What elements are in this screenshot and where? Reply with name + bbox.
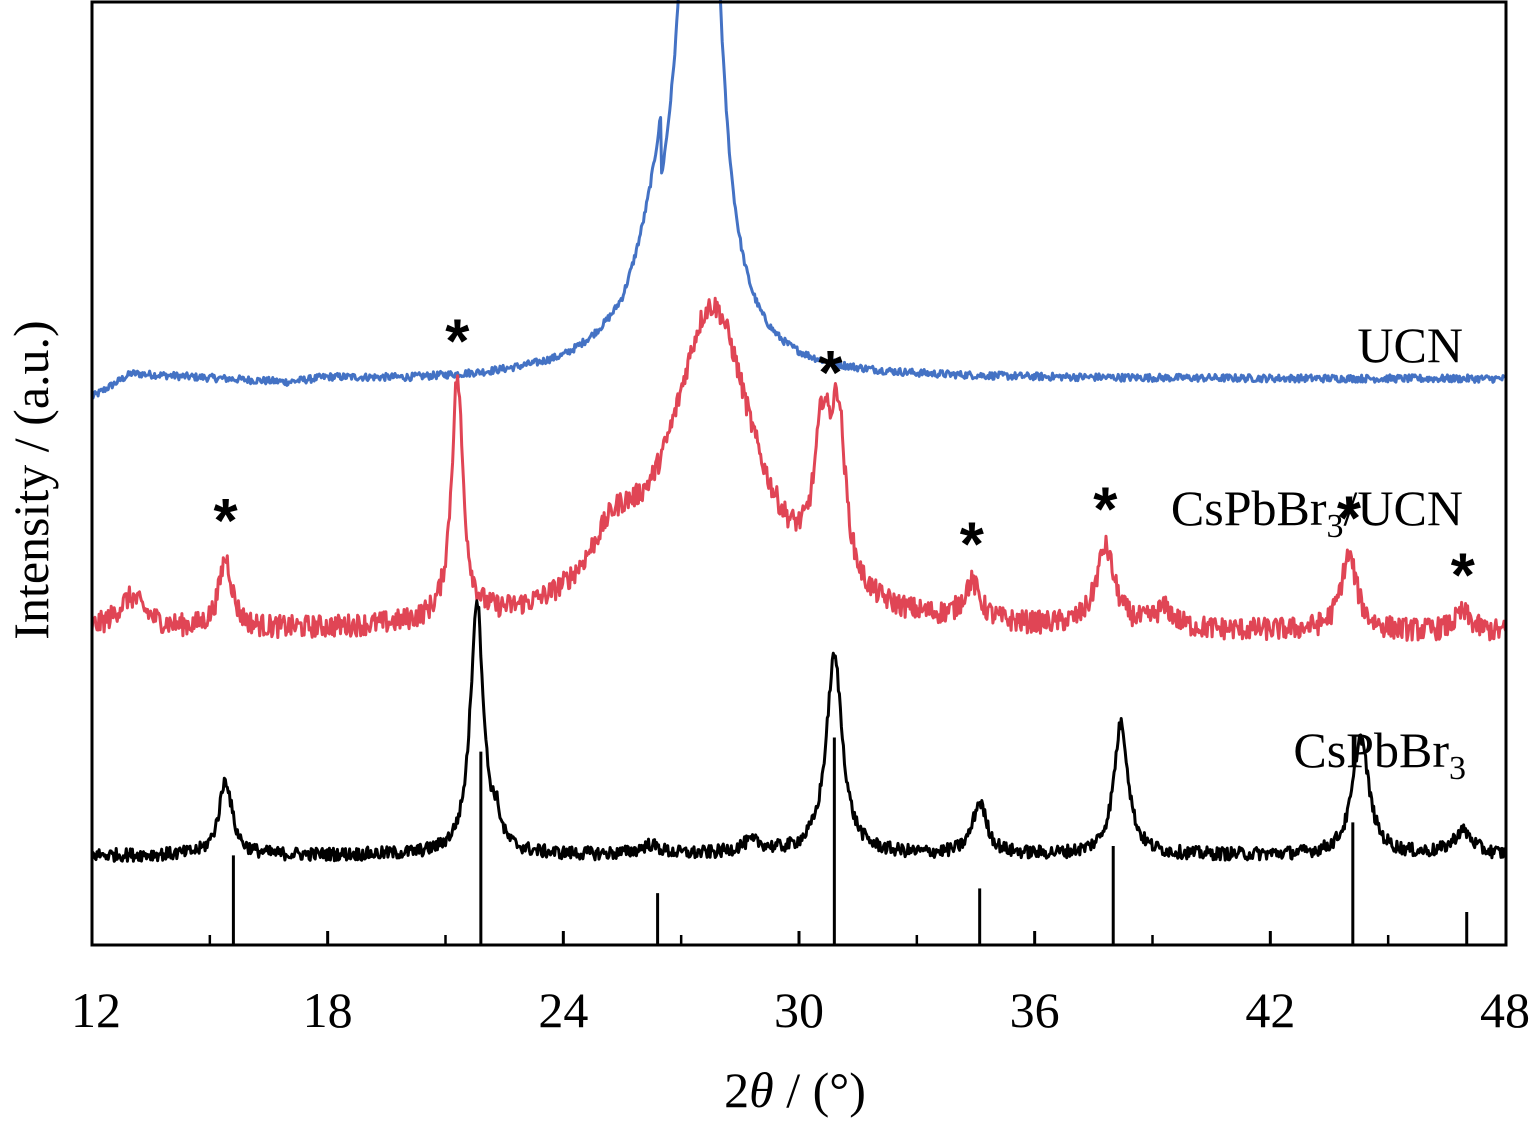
x-tick-label-4: 30 [774, 982, 824, 1038]
x-axis-title-post: / (°) [774, 1062, 866, 1118]
y-axis-title: Intensity / (a.u.) [3, 320, 59, 639]
x-tick-label-2: 18 [303, 982, 353, 1038]
reference-lines [231, 737, 1469, 945]
x-tick-label-5: 36 [1010, 982, 1060, 1038]
label-cspbbr3: CsPbBr3 [1293, 722, 1466, 787]
series-line-3 [91, 599, 1508, 863]
series-layer [90, 0, 1508, 863]
peak-marker-2: * [445, 307, 470, 376]
label-composite-sub: 3 [1327, 508, 1344, 545]
x-axis-title-pre: 2 [724, 1062, 749, 1118]
series-line-2 [90, 296, 1508, 642]
peak-marker-4: * [960, 511, 985, 580]
x-axis-title-theta: θ [749, 1062, 774, 1118]
peak-marker-3: * [818, 339, 843, 408]
label-composite-tail: /UCN [1344, 480, 1463, 536]
peak-marker-1: * [213, 487, 238, 556]
label-composite-main: CsPbBr [1171, 480, 1327, 536]
peak-markers: * * * * * * * [213, 307, 1475, 610]
plot-frame [90, 0, 1508, 947]
series-line-1 [90, 0, 1507, 400]
label-cspbbr3-main: CsPbBr [1293, 722, 1449, 778]
label-ucn: UCN [1357, 317, 1463, 373]
x-axis-title: 2θ / (°) [724, 1062, 866, 1118]
peak-marker-5: * [1093, 476, 1118, 545]
x-axis-ticks: 12 18 24 30 36 42 48 [71, 931, 1530, 1038]
x-tick-label-3: 24 [538, 982, 588, 1038]
x-tick-label-7: 48 [1480, 982, 1530, 1038]
label-cspbbr3-sub: 3 [1449, 750, 1466, 787]
x-tick-label-1: 12 [71, 982, 121, 1038]
label-composite: CsPbBr3/UCN [1171, 480, 1463, 545]
peak-marker-6: * [1337, 485, 1362, 554]
x-tick-label-6: 42 [1245, 982, 1295, 1038]
peak-marker-7: * [1451, 542, 1476, 611]
